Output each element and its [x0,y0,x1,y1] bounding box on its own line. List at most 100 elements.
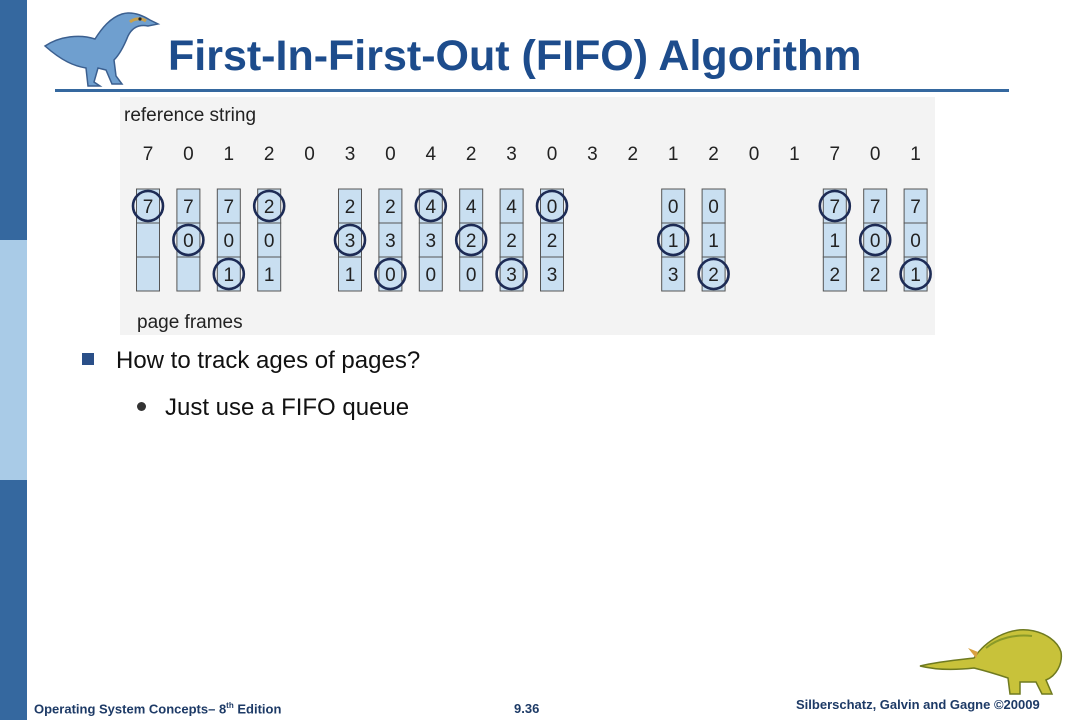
frame-value: 2 [830,265,841,286]
square-bullet-icon [82,353,94,365]
reference-value: 0 [870,144,881,165]
frame-cell [499,256,524,292]
reference-value: 0 [547,144,558,165]
frame-value: 1 [830,231,841,252]
frame-value: 0 [466,265,477,286]
frame-value: 7 [830,197,841,218]
frame-cell [136,222,160,258]
reference-value: 1 [224,144,235,165]
fault-circle [656,223,690,257]
frame-value: 0 [708,197,719,218]
frame-value: 4 [466,197,477,218]
fault-circle [454,223,488,257]
frame-value: 2 [547,231,558,252]
frame-value: 7 [143,197,154,218]
footer-book-end: Edition [233,701,282,717]
frame-cell [661,256,686,292]
frame-value: 2 [870,265,881,286]
frame-cell [903,256,928,292]
frame-column: 7 [131,188,165,292]
frame-column: 7 0 1 [212,188,246,292]
reference-value: 2 [628,144,639,165]
frame-column: 2 3 1 [333,188,367,292]
frame-value: 2 [264,197,275,218]
frame-cell [136,256,160,292]
fault-circle [212,257,246,291]
frame-value: 0 [426,265,437,286]
frame-value: 3 [547,265,558,286]
reference-value: 3 [345,144,356,165]
slide-title: First-In-First-Out (FIFO) Algorithm [168,32,862,80]
frame-value: 7 [183,197,194,218]
frame-cell [540,256,564,292]
dot-bullet-icon [137,402,146,411]
fault-circle [858,223,892,257]
frame-column: 7 0 2 [858,188,892,292]
frame-column: 2 0 1 [252,188,286,292]
frame-column: 7 1 2 [818,188,852,292]
side-bar-accent [0,240,27,480]
frame-value: 1 [224,265,235,286]
frame-value: 1 [345,265,356,286]
page-frames-label: page frames [137,312,243,333]
reference-value: 1 [668,144,679,165]
footer-copyright: Silberschatz, Galvin and Gagne ©20009 [796,697,1040,712]
reference-value: 0 [385,144,396,165]
frame-value: 4 [506,197,517,218]
frame-column: 4 2 0 [454,188,488,292]
frame-column: 7 0 1 [899,188,932,292]
reference-value: 7 [830,144,841,165]
frame-value: 0 [264,231,275,252]
reference-string-label: reference string [124,105,256,126]
reference-value: 0 [183,144,194,165]
frame-value: 7 [910,197,921,218]
frame-cell [822,256,847,292]
reference-value: 1 [910,144,921,165]
frame-value: 1 [910,265,921,286]
bullet-main: How to track ages of pages? [82,347,420,375]
frame-value: 2 [466,231,477,252]
fault-circle [535,189,569,223]
frame-cell [418,256,443,292]
reference-value: 2 [264,144,275,165]
frame-value: 2 [708,265,719,286]
frame-column: 2 3 0 [374,188,407,292]
frame-value: 1 [668,231,679,252]
reference-value: 3 [587,144,598,165]
frame-cell [459,256,484,292]
frame-column: 4 3 0 [414,188,448,292]
reference-value: 0 [749,144,760,165]
footer-page-number: 9.36 [514,701,540,716]
frame-value: 3 [345,231,356,252]
frame-cell [378,256,403,292]
frame-value: 0 [668,197,679,218]
reference-value: 2 [708,144,719,165]
frame-cell [863,256,888,292]
frame-column: 0 1 2 [697,188,730,292]
frame-value: 0 [224,231,235,252]
frame-value: 0 [870,231,881,252]
fault-circle [414,189,448,223]
bullet-sub-text: Just use a FIFO queue [165,394,410,421]
frame-value: 1 [264,265,275,286]
frame-value: 0 [547,197,558,218]
fault-circle [374,257,407,291]
frame-value: 3 [668,265,679,286]
fault-circle [252,189,286,223]
bullet-sub: Just use a FIFO queue [137,394,409,422]
frame-value: 3 [385,231,396,252]
fault-circle [697,257,730,291]
frame-column: 4 2 3 [495,188,528,292]
reference-value: 7 [143,144,154,165]
fault-circle [818,189,852,223]
frame-value: 7 [224,197,235,218]
frame-value: 2 [345,197,356,218]
frame-cell [257,256,282,292]
reference-value: 0 [304,144,315,165]
footer-book-text: Operating System Concepts– 8 [34,701,227,717]
frame-value: 3 [506,265,517,286]
fault-circle [495,257,528,291]
fault-circle [333,223,367,257]
frame-value: 7 [870,197,881,218]
footer-book-sup: th [226,701,234,710]
